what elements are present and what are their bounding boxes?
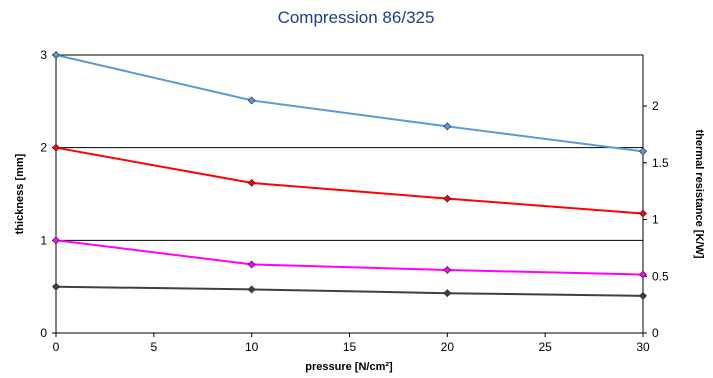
- series-4-point: [639, 292, 647, 300]
- series-line-1: [55, 54, 644, 153]
- gridlines: [56, 54, 643, 241]
- y-tick-label: 3: [40, 48, 47, 62]
- y2-tick-label: 0.5: [652, 269, 669, 283]
- series-4-point: [52, 282, 60, 291]
- x-tick-label: 25: [538, 340, 552, 354]
- series-group: [52, 51, 647, 300]
- series-2-point: [443, 194, 452, 203]
- series-2-point: [247, 178, 256, 187]
- series-1-point: [639, 147, 647, 156]
- series-3-point: [247, 260, 256, 269]
- series-2-point: [639, 209, 647, 218]
- series-2-point: [52, 143, 60, 152]
- series-1-point: [247, 96, 256, 105]
- x-tick-label: 0: [53, 340, 60, 354]
- y2-tick-label: 1: [652, 213, 659, 227]
- series-3-point: [443, 266, 452, 274]
- x-tick-label: 20: [441, 340, 455, 354]
- series-4-point: [443, 289, 452, 298]
- y-tick-label: 0: [40, 326, 47, 340]
- y-tick-label: 1: [40, 233, 47, 247]
- x-tick-label: 30: [636, 340, 650, 354]
- chart-title: Compression 86/325: [278, 8, 435, 27]
- y2-tick-label: 0: [652, 326, 659, 340]
- y2-tick-label: 2: [652, 99, 659, 113]
- x-axis-title: pressure [N/cm²]: [305, 361, 393, 373]
- y-tick-label: 2: [40, 141, 47, 155]
- x-tick-label: 15: [343, 340, 357, 354]
- series-3-point: [52, 236, 60, 245]
- series-4-point: [247, 285, 256, 294]
- x-tick-label: 5: [150, 340, 157, 354]
- series-line-3: [55, 239, 644, 276]
- series-line-4: [55, 285, 644, 297]
- y-axis-title: thickness [mm]: [14, 153, 26, 234]
- x-tick-label: 10: [245, 340, 259, 354]
- series-1-point: [443, 122, 452, 131]
- y2-axis-title: thermal resistance [K/W]: [693, 130, 705, 259]
- y2-tick-label: 1.5: [652, 156, 669, 170]
- series-line-2: [55, 146, 644, 215]
- series-1-point: [52, 51, 60, 59]
- series-3-point: [639, 270, 647, 279]
